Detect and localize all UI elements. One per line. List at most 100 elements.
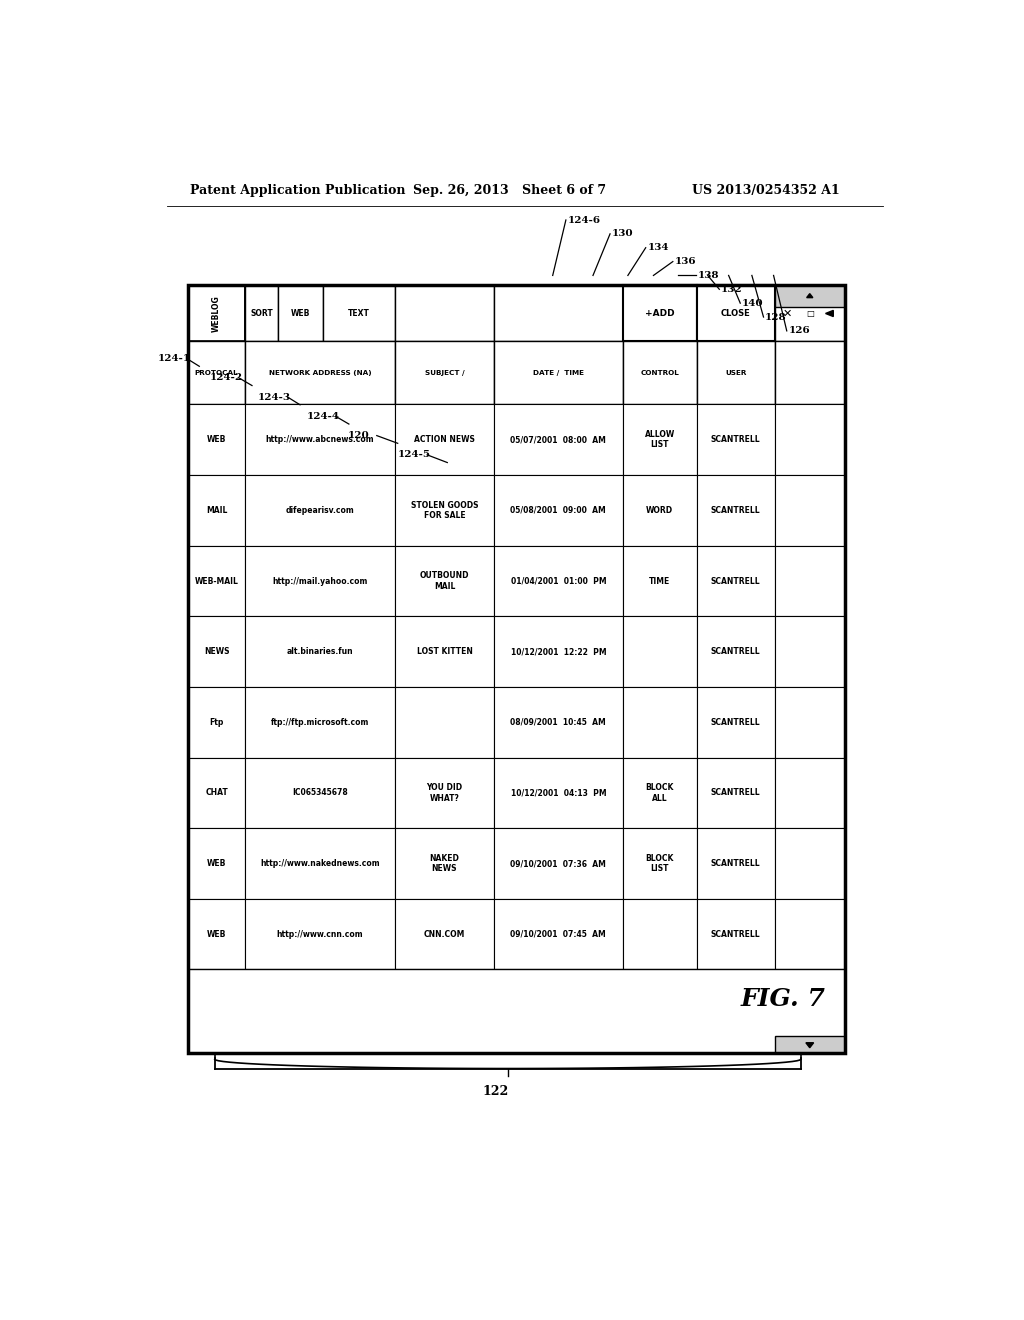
Text: SUBJECT /: SUBJECT /	[425, 370, 464, 376]
Text: http://www.abcnews.com: http://www.abcnews.com	[266, 436, 375, 445]
Text: +ADD: +ADD	[645, 309, 675, 318]
Text: 08/09/2001  10:45  AM: 08/09/2001 10:45 AM	[511, 718, 606, 727]
Bar	[245, 404, 395, 475]
Bar	[494, 285, 623, 342]
Text: WEB: WEB	[291, 309, 310, 318]
Bar	[623, 475, 696, 545]
Text: 128: 128	[765, 313, 786, 322]
Bar	[188, 404, 245, 475]
Bar	[623, 828, 696, 899]
Text: 09/10/2001  07:45  AM: 09/10/2001 07:45 AM	[511, 929, 606, 939]
Text: difepearisv.com: difepearisv.com	[286, 506, 354, 515]
Bar	[245, 285, 395, 342]
Bar	[696, 342, 774, 404]
Text: SCANTRELL: SCANTRELL	[711, 506, 761, 515]
Bar	[774, 616, 845, 686]
Text: PROTOCAL: PROTOCAL	[195, 370, 239, 376]
Text: 124-3: 124-3	[258, 392, 291, 401]
Bar	[696, 686, 774, 758]
Bar	[188, 285, 845, 1053]
Text: 124-2: 124-2	[209, 374, 243, 383]
Bar	[395, 899, 494, 969]
Bar	[245, 758, 395, 828]
Text: SCANTRELL: SCANTRELL	[711, 647, 761, 656]
Bar	[623, 404, 696, 475]
Bar	[494, 828, 623, 899]
Bar	[395, 475, 494, 545]
Text: alt.binaries.fun: alt.binaries.fun	[287, 647, 353, 656]
Bar	[188, 342, 245, 404]
Text: SCANTRELL: SCANTRELL	[711, 929, 761, 939]
Text: ALLOW
LIST: ALLOW LIST	[645, 430, 675, 449]
Text: 124-5: 124-5	[397, 450, 431, 459]
Bar	[774, 404, 845, 475]
Text: TEXT: TEXT	[348, 309, 370, 318]
Text: 10/12/2001  12:22  PM: 10/12/2001 12:22 PM	[511, 647, 606, 656]
Text: Sep. 26, 2013: Sep. 26, 2013	[414, 185, 509, 197]
Bar	[494, 616, 623, 686]
Text: WEB: WEB	[207, 436, 226, 445]
Text: 132: 132	[721, 285, 742, 294]
Bar	[188, 285, 245, 342]
Text: BLOCK
ALL: BLOCK ALL	[645, 783, 674, 803]
Text: □: □	[806, 309, 814, 318]
Bar	[774, 285, 845, 306]
Text: 124-6: 124-6	[567, 215, 600, 224]
Bar	[395, 686, 494, 758]
Text: SCANTRELL: SCANTRELL	[711, 788, 761, 797]
Bar	[494, 545, 623, 616]
Bar	[774, 686, 845, 758]
Text: 05/08/2001  09:00  AM: 05/08/2001 09:00 AM	[511, 506, 606, 515]
Bar	[494, 404, 623, 475]
Bar	[245, 285, 278, 342]
Bar	[696, 404, 774, 475]
Bar	[696, 758, 774, 828]
Text: 138: 138	[697, 271, 719, 280]
Text: 01/04/2001  01:00  PM: 01/04/2001 01:00 PM	[511, 577, 606, 586]
Text: BLOCK
LIST: BLOCK LIST	[645, 854, 674, 874]
Bar	[774, 758, 845, 828]
Bar	[188, 686, 245, 758]
Text: 09/10/2001  07:36  AM: 09/10/2001 07:36 AM	[510, 859, 606, 869]
Bar	[395, 545, 494, 616]
Bar	[188, 616, 245, 686]
Bar	[623, 616, 696, 686]
Bar	[696, 545, 774, 616]
Text: WEB: WEB	[207, 859, 226, 869]
Text: ftp://ftp.microsoft.com: ftp://ftp.microsoft.com	[271, 718, 370, 727]
Polygon shape	[825, 310, 834, 317]
Bar	[774, 475, 845, 545]
Text: Patent Application Publication: Patent Application Publication	[190, 185, 406, 197]
Bar	[696, 475, 774, 545]
Text: CHAT: CHAT	[205, 788, 228, 797]
Text: NEWS: NEWS	[204, 647, 229, 656]
Text: SCANTRELL: SCANTRELL	[711, 718, 761, 727]
Text: SORT: SORT	[250, 309, 272, 318]
Bar	[323, 285, 395, 342]
Bar	[623, 285, 696, 342]
Text: NETWORK ADDRESS (NA): NETWORK ADDRESS (NA)	[268, 370, 372, 376]
Text: CLOSE: CLOSE	[721, 309, 751, 318]
Bar	[245, 545, 395, 616]
Polygon shape	[806, 1043, 814, 1048]
Bar	[774, 1036, 845, 1053]
Text: ✕: ✕	[782, 309, 792, 318]
Bar	[623, 545, 696, 616]
Text: CNN.COM: CNN.COM	[424, 929, 465, 939]
Bar	[494, 899, 623, 969]
Bar	[188, 475, 245, 545]
Text: NAKED
NEWS: NAKED NEWS	[429, 854, 460, 874]
Text: MAIL: MAIL	[206, 506, 227, 515]
Bar	[245, 475, 395, 545]
Text: 126: 126	[788, 326, 810, 335]
Bar	[188, 545, 245, 616]
Bar	[494, 342, 623, 404]
Text: SCANTRELL: SCANTRELL	[711, 577, 761, 586]
Text: OUTBOUND
MAIL: OUTBOUND MAIL	[420, 572, 469, 591]
Bar	[278, 285, 323, 342]
Bar	[494, 475, 623, 545]
Text: USER: USER	[725, 370, 746, 376]
Text: 134: 134	[647, 243, 669, 252]
Bar	[623, 899, 696, 969]
Text: ACTION NEWS: ACTION NEWS	[414, 436, 475, 445]
